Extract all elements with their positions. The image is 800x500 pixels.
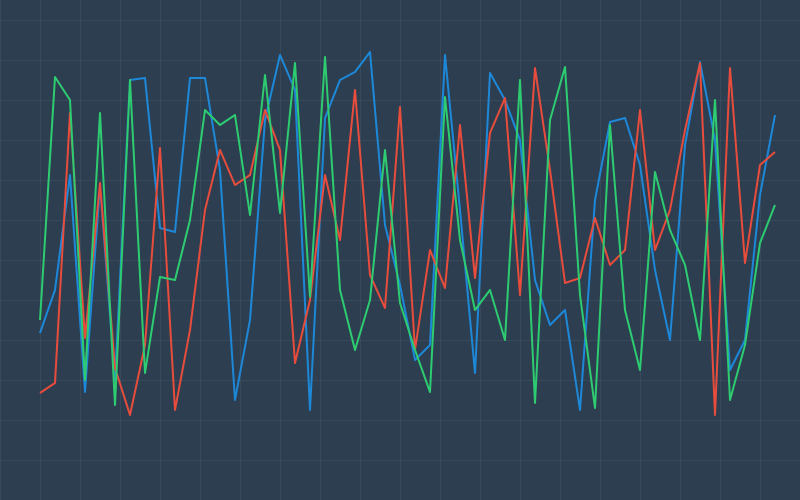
line-series [39, 56, 776, 409]
line-series [39, 51, 776, 411]
line-series [39, 62, 776, 416]
